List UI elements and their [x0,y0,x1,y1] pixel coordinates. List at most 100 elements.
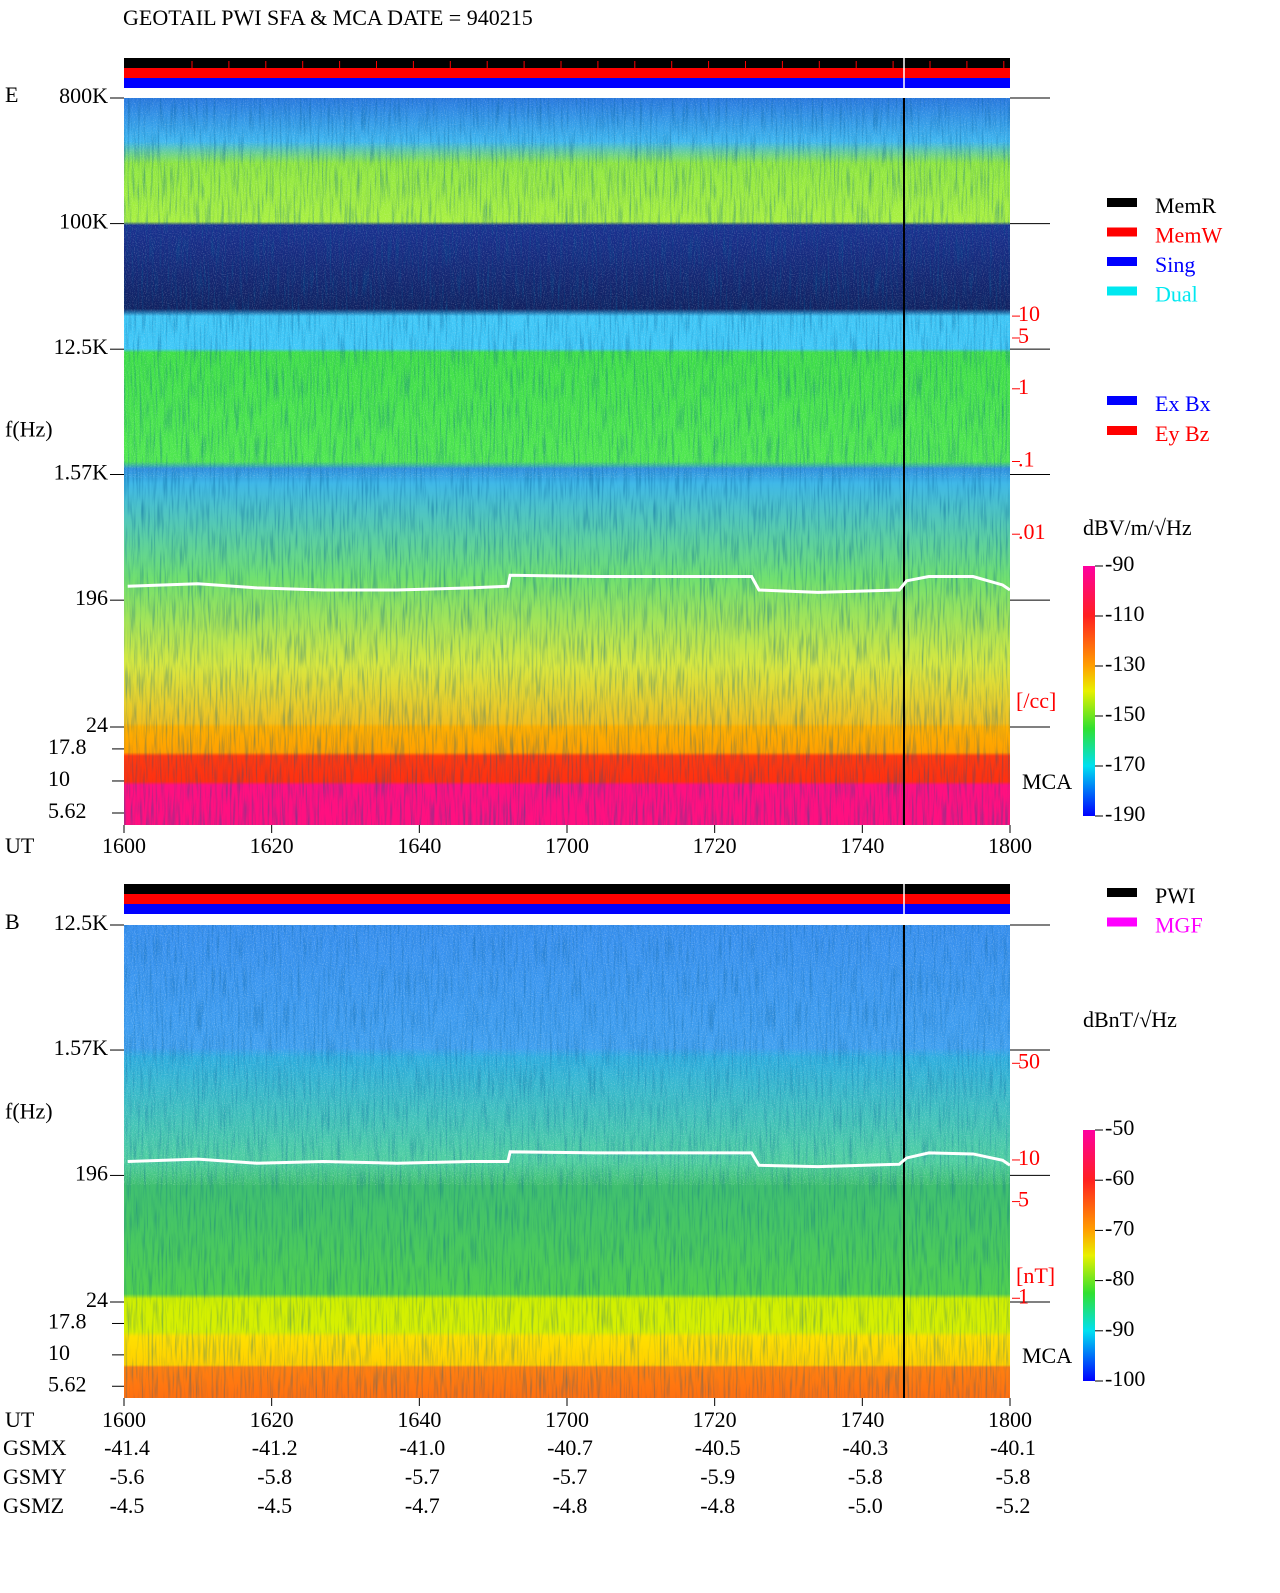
x-tick-label: 1740 [840,1407,884,1432]
orbit-value: -5.8 [996,1464,1031,1489]
orbit-value: -4.8 [553,1493,588,1518]
density-tick-label: 5 [1018,323,1029,348]
colorbar-tick-label: -170 [1105,751,1145,776]
legend-swatch [1107,227,1137,237]
orbit-value: -41.0 [399,1435,445,1460]
x-tick-label: 1700 [545,1407,589,1432]
y-tick-label: 12.5K [54,910,109,935]
panel-label: B [5,909,20,934]
legend-swatch [1107,198,1137,207]
x-tick-label: 1740 [840,833,884,858]
density-unit: [nT] [1016,1263,1055,1288]
orbit-label: GSMZ [3,1493,64,1518]
orbit-value: -5.2 [996,1493,1031,1518]
mca-tick-label: 17.8 [48,1309,87,1334]
orbit-value: -5.7 [553,1464,588,1489]
colorbar-tick-label: -90 [1105,1316,1134,1341]
orbit-label: GSMX [3,1435,67,1460]
legend-label: MGF [1155,913,1203,938]
x-tick-label: 1800 [988,833,1032,858]
colorbar-tick-label: -130 [1105,651,1145,676]
x-tick-label: 1620 [250,1407,294,1432]
colorbar [1083,1130,1095,1381]
legend-label: MemR [1155,193,1216,218]
orbit-value: -4.8 [700,1493,735,1518]
density-tick-label: 1 [1018,1283,1029,1308]
title: GEOTAIL PWI SFA & MCA DATE = 940215 [123,5,533,30]
trace-line [127,573,1011,594]
orbit-value: -5.8 [848,1464,883,1489]
x-tick-label: 1720 [693,833,737,858]
legend-swatch [1107,396,1137,405]
x-axis-label: UT [5,833,35,858]
legend-label: PWI [1155,883,1195,908]
orbit-value: -40.5 [695,1435,741,1460]
y-tick-label: 12.5K [54,334,109,359]
colorbar-tick-label: -100 [1105,1366,1145,1391]
colorbar-tick-label: -90 [1105,551,1134,576]
status-bar [124,68,1010,78]
status-bar [124,904,1010,914]
orbit-value: -5.0 [848,1493,883,1518]
orbit-value: -5.7 [405,1464,440,1489]
y-tick-label: 1.57K [54,460,109,485]
y-axis-label: f(Hz) [5,416,53,441]
density-unit: [/cc] [1016,688,1056,713]
colorbar-label: dBV/m/√Hz [1083,515,1192,540]
colorbar-tick-label: -110 [1105,601,1145,626]
density-tick-label: .1 [1018,447,1035,472]
density-tick-label: 50 [1018,1048,1040,1073]
orbit-value: -4.5 [110,1493,145,1518]
mca-tick-label: 5.62 [48,798,87,823]
legend-label: Ey Bz [1155,421,1210,446]
colorbar-tick-label: -70 [1105,1215,1134,1240]
x-tick-label: 1640 [397,1407,441,1432]
y-tick-label: 1.57K [54,1035,109,1060]
legend-swatch [1107,286,1137,296]
x-axis-label: UT [5,1407,35,1432]
status-bar [124,884,1010,894]
x-tick-label: 1600 [102,833,146,858]
mca-label: MCA [1022,1343,1072,1368]
trace-line [127,1150,1011,1169]
x-tick-label: 1640 [397,833,441,858]
mca-tick-label: 5.62 [48,1371,87,1396]
orbit-value: -5.9 [700,1464,735,1489]
y-tick-label: 196 [75,585,108,610]
orbit-value: -40.7 [547,1435,593,1460]
orbit-label: GSMY [3,1464,67,1489]
legend-label: Dual [1155,282,1198,307]
spectrogram-e [124,98,1010,825]
y-tick-label: 196 [75,1160,108,1185]
mca-label: MCA [1022,769,1072,794]
colorbar [1083,566,1095,816]
x-tick-label: 1720 [693,1407,737,1432]
orbit-value: -41.4 [104,1435,150,1460]
orbit-value: -40.1 [990,1435,1036,1460]
legend-label: Sing [1155,252,1195,277]
mca-tick-label: 10 [48,766,70,791]
x-tick-label: 1800 [988,1407,1032,1432]
y-tick-label: 24 [86,1287,108,1312]
density-tick-label: .01 [1018,519,1046,544]
y-tick-label: 24 [86,712,108,737]
legend-swatch [1107,257,1137,266]
orbit-value: -4.7 [405,1493,440,1518]
legend-label: MemW [1155,223,1222,248]
orbit-value: -4.5 [257,1493,292,1518]
colorbar-label: dBnT/√Hz [1083,1007,1177,1032]
legend-swatch [1107,426,1137,435]
density-tick-label: 10 [1018,301,1040,326]
mca-tick-label: 10 [48,1340,70,1365]
legend-swatch [1107,888,1137,897]
orbit-value: -41.2 [252,1435,298,1460]
status-bar [124,58,1010,68]
orbit-value: -40.3 [842,1435,888,1460]
x-tick-label: 1600 [102,1407,146,1432]
colorbar-tick-label: -150 [1105,701,1145,726]
y-axis-label: f(Hz) [5,1099,53,1124]
status-bar [124,78,1010,88]
colorbar-tick-label: -50 [1105,1115,1134,1140]
colorbar-tick-label: -80 [1105,1266,1134,1291]
